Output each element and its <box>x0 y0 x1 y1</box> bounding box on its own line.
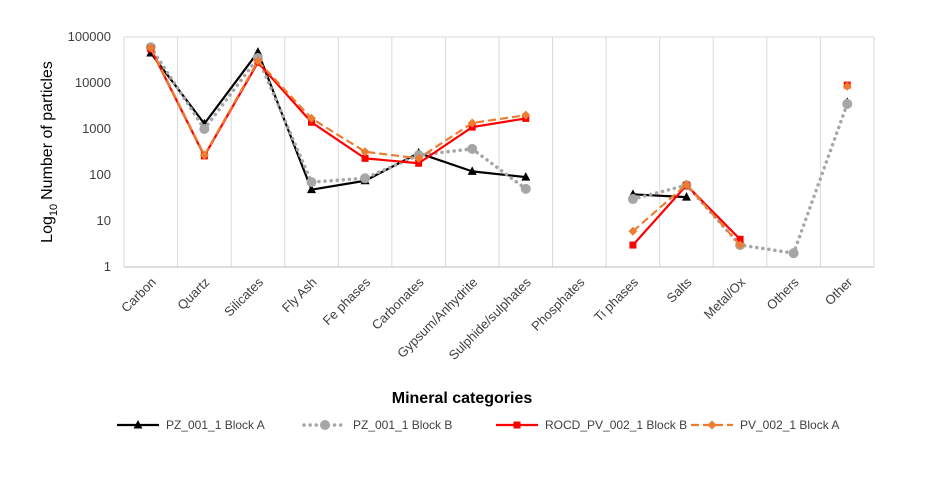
legend-label: PZ_001_1 Block B <box>353 418 452 432</box>
data-point <box>253 56 263 66</box>
axis-layer: 1 10 100 1000 10000 100000 Carbon Quartz Silicat… <box>68 29 874 363</box>
data-point <box>361 154 369 162</box>
x-tick-label: Other <box>822 274 856 308</box>
x-tick-label: Ti phases <box>591 274 641 324</box>
x-tick-label: Metal/Ox <box>701 274 749 322</box>
data-point <box>199 150 209 160</box>
x-tick-label: Others <box>764 274 803 313</box>
x-axis-title: Mineral categories <box>392 390 533 407</box>
y-tick-label: 1000 <box>82 121 111 136</box>
legend-item: PV_002_1 Block A <box>691 418 839 432</box>
x-tick-label: Quartz <box>174 275 212 313</box>
data-point <box>360 173 371 184</box>
y-axis-title: Log10 Number of particles <box>39 61 60 243</box>
data-point <box>788 248 799 259</box>
data-point <box>199 124 210 134</box>
data-point <box>736 235 744 243</box>
data-point <box>521 110 531 120</box>
y-axis-title-subscript: 10 <box>48 204 60 216</box>
y-tick-label: 1 <box>104 259 111 274</box>
legend-label: ROCD_PV_002_1 Block B <box>545 418 687 432</box>
y-tick-label: 100000 <box>68 29 111 44</box>
y-axis-title-prefix: Log <box>39 216 56 243</box>
data-point <box>414 153 424 163</box>
data-point <box>629 241 637 249</box>
data-point <box>628 226 638 236</box>
data-point <box>520 183 531 194</box>
data-point <box>360 147 370 157</box>
legend-label: PZ_001_1 Block A <box>166 418 265 432</box>
data-point <box>307 113 316 123</box>
data-point <box>146 43 156 53</box>
legend-item: PZ_001_1 Block A <box>117 418 265 432</box>
legend-marker <box>707 420 717 430</box>
data-point <box>627 194 638 205</box>
x-tick-label: Silicates <box>221 274 266 319</box>
y-tick-label: 10 <box>97 213 111 228</box>
x-tick-label: Fe phases <box>320 274 374 328</box>
data-point <box>467 143 478 154</box>
legend-label: PV_002_1 Block A <box>740 418 839 432</box>
data-point <box>415 159 423 167</box>
data-point <box>735 240 745 250</box>
legend-marker <box>133 420 143 429</box>
data-point <box>842 98 853 109</box>
series-4 <box>146 43 852 250</box>
data-point <box>682 180 691 190</box>
x-tick-label: Carbon <box>118 275 159 316</box>
series-line <box>149 47 526 160</box>
grid-layer <box>123 36 875 267</box>
x-tick-label: Salts <box>664 274 695 305</box>
data-point <box>521 172 531 181</box>
series-line <box>149 50 526 191</box>
data-point <box>307 184 316 194</box>
y-axis-title-text: Number of particles <box>39 61 56 200</box>
data-point <box>467 118 477 128</box>
legend-item: PZ_001_1 Block B <box>302 418 452 432</box>
data-point <box>467 166 477 175</box>
data-point <box>842 81 852 91</box>
y-tick-label: 10000 <box>75 75 111 90</box>
series-line <box>632 183 741 246</box>
legend-marker <box>320 420 330 430</box>
series-layer <box>145 42 853 259</box>
x-tick-label: Fly Ash <box>279 275 320 316</box>
data-point <box>682 192 691 201</box>
x-tick-label: Phosphates <box>528 274 588 334</box>
legend: PZ_001_1 Block A PZ_001_1 Block B ROCD_PV_… <box>117 418 839 432</box>
legend-item: ROCD_PV_002_1 Block B <box>496 418 687 432</box>
y-tick-label: 100 <box>89 167 111 182</box>
series-line <box>149 45 528 191</box>
data-point <box>253 47 263 56</box>
data-point <box>306 177 317 188</box>
x-tick-label: Carbonates <box>369 274 427 332</box>
series-line <box>631 102 849 255</box>
legend-marker <box>513 421 521 429</box>
